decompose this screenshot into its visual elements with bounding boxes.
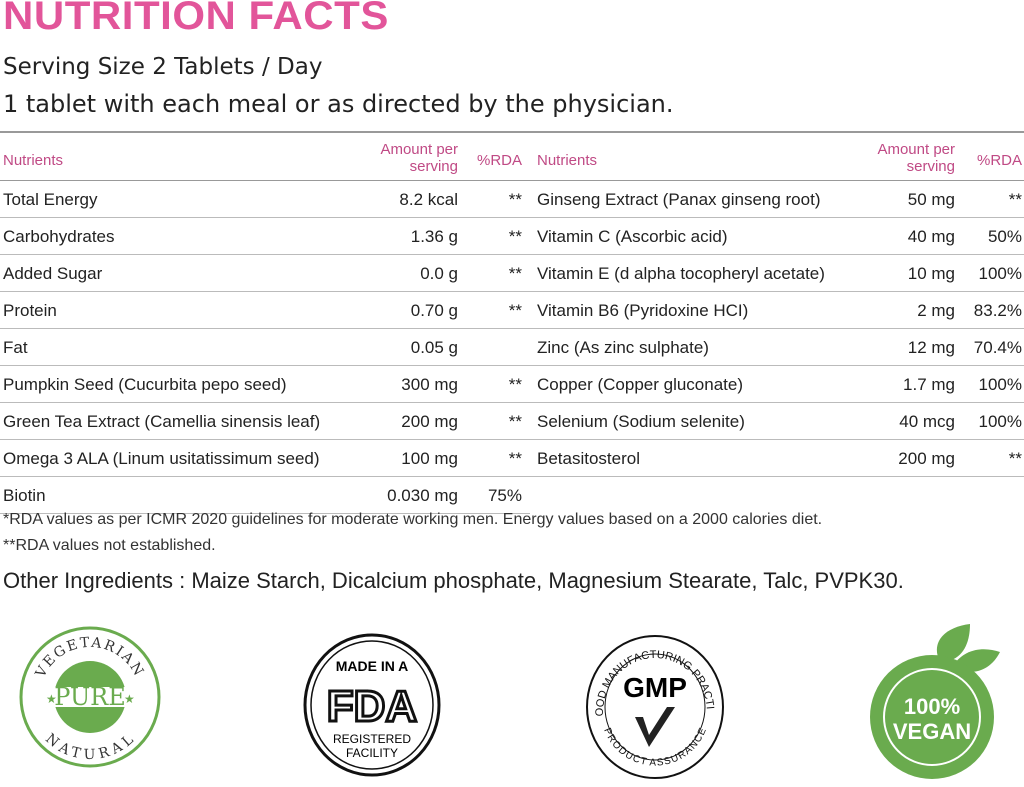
header-nutrients: Nutrients bbox=[537, 152, 598, 169]
table-row: Fat 0.05 g bbox=[0, 329, 530, 366]
nutrient-name: Pumpkin Seed (Cucurbita pepo seed) bbox=[3, 375, 287, 394]
nutrient-name: Fat bbox=[3, 338, 28, 357]
nutrient-rda: 100% bbox=[978, 375, 1022, 394]
svg-text:★: ★ bbox=[124, 692, 135, 706]
nutrient-rda: 100% bbox=[978, 264, 1022, 283]
nutrient-name: Added Sugar bbox=[3, 264, 103, 283]
nutrient-rda: ** bbox=[508, 264, 522, 283]
nutrient-name: Biotin bbox=[3, 486, 46, 505]
directions: 1 tablet with each meal or as directed b… bbox=[3, 90, 674, 118]
table-row: Protein 0.70 g ** bbox=[0, 292, 530, 329]
nutrient-amount: 0.030 mg bbox=[387, 486, 458, 505]
svg-text:REGISTERED: REGISTERED bbox=[333, 732, 411, 746]
nutrient-amount: 200 mg bbox=[401, 412, 458, 431]
table-row: Zinc (As zinc sulphate) 12 mg 70.4% bbox=[530, 329, 1024, 366]
table-row: Omega 3 ALA (Linum usitatissimum seed) 1… bbox=[0, 440, 530, 477]
page-title: NUTRITION FACTS bbox=[3, 0, 389, 38]
nutrient-rda: ** bbox=[1008, 190, 1022, 209]
nutrient-name: Protein bbox=[3, 301, 57, 320]
table-row: Total Energy 8.2 kcal ** bbox=[0, 181, 530, 218]
nutrient-rda: 100% bbox=[978, 412, 1022, 431]
svg-text:PURE: PURE bbox=[54, 683, 126, 711]
nutrient-name: Total Energy bbox=[3, 190, 98, 209]
nutrient-amount: 300 mg bbox=[401, 375, 458, 394]
svg-text:100%: 100% bbox=[904, 694, 960, 719]
divider bbox=[0, 131, 1024, 133]
other-ingredients: Other Ingredients : Maize Starch, Dicalc… bbox=[3, 568, 904, 593]
nutrient-rda: ** bbox=[508, 375, 522, 394]
nutrient-name: Carbohydrates bbox=[3, 227, 115, 246]
table-row: Ginseng Extract (Panax ginseng root) 50 … bbox=[530, 181, 1024, 218]
nutrient-amount: 2 mg bbox=[917, 301, 955, 320]
nutrient-amount: 50 mg bbox=[907, 190, 955, 209]
footnote-not-established: **RDA values not established. bbox=[3, 537, 216, 554]
table-row: Green Tea Extract (Camellia sinensis lea… bbox=[0, 403, 530, 440]
footnote-rda: *RDA values as per ICMR 2020 guidelines … bbox=[3, 511, 823, 528]
nutrient-name: Betasitosterol bbox=[537, 449, 640, 468]
table-row bbox=[530, 477, 1024, 513]
nutrient-amount: 40 mg bbox=[907, 227, 955, 246]
nutrient-rda: 70.4% bbox=[973, 338, 1022, 357]
table-row: Carbohydrates 1.36 g ** bbox=[0, 218, 530, 255]
table-header: Nutrients Amount per serving %RDA bbox=[0, 140, 530, 181]
svg-text:VEGAN: VEGAN bbox=[893, 719, 971, 744]
nutrient-rda: 50% bbox=[987, 227, 1022, 246]
nutrient-amount: 0.0 g bbox=[420, 264, 458, 283]
fda-badge-icon: MADE IN A FDA REGISTERED FACILITY bbox=[303, 633, 441, 777]
gmp-badge-icon: GOOD MANUFACTURING PRACTICE PRODUCT ASSU… bbox=[585, 635, 724, 779]
table-header: Nutrients Amount per serving %RDA bbox=[530, 140, 1024, 181]
nutrient-name: Zinc (As zinc sulphate) bbox=[537, 338, 709, 357]
table-row: Betasitosterol 200 mg ** bbox=[530, 440, 1024, 477]
nutrient-amount: 10 mg bbox=[907, 264, 955, 283]
svg-text:FACILITY: FACILITY bbox=[346, 746, 398, 760]
nutrient-name: Selenium (Sodium selenite) bbox=[537, 412, 745, 431]
nutrient-name: Omega 3 ALA (Linum usitatissimum seed) bbox=[3, 449, 320, 468]
table-row: Biotin 0.030 mg 75% bbox=[0, 477, 530, 514]
header-nutrients: Nutrients bbox=[3, 152, 64, 169]
header-rda: %RDA bbox=[476, 152, 522, 169]
nutrient-rda: ** bbox=[1008, 449, 1022, 468]
nutrient-name: Vitamin E (d alpha tocopheryl acetate) bbox=[537, 264, 825, 283]
header-rda: %RDA bbox=[976, 152, 1022, 169]
nutrient-rda: ** bbox=[508, 227, 522, 246]
table-row: Vitamin E (d alpha tocopheryl acetate) 1… bbox=[530, 255, 1024, 292]
nutrient-name: Green Tea Extract (Camellia sinensis lea… bbox=[3, 412, 321, 431]
svg-text:FDA: FDA bbox=[327, 682, 417, 731]
header-amount: Amount per serving bbox=[380, 141, 458, 175]
nutrient-name: Vitamin C (Ascorbic acid) bbox=[537, 227, 728, 246]
svg-text:MADE IN A: MADE IN A bbox=[336, 658, 409, 674]
nutrient-amount: 40 mcg bbox=[899, 412, 955, 431]
nutrient-name: Vitamin B6 (Pyridoxine HCI) bbox=[537, 301, 749, 320]
nutrient-rda: ** bbox=[508, 412, 522, 431]
header-amount: Amount per serving bbox=[877, 141, 955, 175]
nutrient-amount: 0.70 g bbox=[410, 301, 458, 320]
nutrient-name: Copper (Copper gluconate) bbox=[537, 375, 744, 394]
nutrient-amount: 1.36 g bbox=[410, 227, 458, 246]
nutrient-amount: 12 mg bbox=[907, 338, 955, 357]
vegan-badge-icon: 100% VEGAN bbox=[870, 624, 1000, 779]
serving-size: Serving Size 2 Tablets / Day bbox=[3, 54, 323, 80]
nutrient-rda: 75% bbox=[487, 486, 522, 505]
table-row: Pumpkin Seed (Cucurbita pepo seed) 300 m… bbox=[0, 366, 530, 403]
table-row: Selenium (Sodium selenite) 40 mcg 100% bbox=[530, 403, 1024, 440]
nutrient-rda: ** bbox=[508, 449, 522, 468]
svg-text:★: ★ bbox=[46, 692, 57, 706]
nutrient-name: Ginseng Extract (Panax ginseng root) bbox=[537, 190, 821, 209]
nutrient-rda: ** bbox=[508, 190, 522, 209]
nutrient-amount: 8.2 kcal bbox=[399, 190, 458, 209]
left-nutrient-table: Nutrients Amount per serving %RDA Total E… bbox=[0, 140, 530, 514]
right-nutrient-table: Nutrients Amount per serving %RDA Ginseng… bbox=[530, 140, 1024, 513]
nutrient-rda: 83.2% bbox=[973, 301, 1022, 320]
nutrient-amount: 200 mg bbox=[898, 449, 955, 468]
nutrient-amount: 100 mg bbox=[401, 449, 458, 468]
table-row: Vitamin C (Ascorbic acid) 40 mg 50% bbox=[530, 218, 1024, 255]
nutrient-rda: ** bbox=[508, 301, 522, 320]
table-row: Added Sugar 0.0 g ** bbox=[0, 255, 530, 292]
nutrient-amount: 0.05 g bbox=[410, 338, 458, 357]
nutrient-amount: 1.7 mg bbox=[903, 375, 955, 394]
svg-text:GMP: GMP bbox=[623, 672, 687, 703]
vegetarian-badge-icon: VEGETARIAN NATURAL PURE ★ ★ bbox=[19, 626, 161, 768]
table-row: Vitamin B6 (Pyridoxine HCI) 2 mg 83.2% bbox=[530, 292, 1024, 329]
table-row: Copper (Copper gluconate) 1.7 mg 100% bbox=[530, 366, 1024, 403]
